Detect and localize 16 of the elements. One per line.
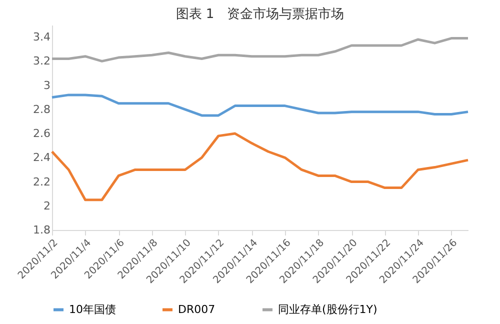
line-series [50, 37, 470, 62]
y-tick-label: 3.4 [33, 30, 50, 44]
legend-label: 同业存单(股份行1Y) [278, 302, 378, 316]
chart-title: 图表 1 资金市场与票据市场 [176, 7, 344, 22]
y-tick-label: 3.2 [33, 54, 50, 68]
y-tick-label: 2.2 [33, 175, 50, 188]
y-tick-label: 2 [44, 199, 50, 212]
line-series [50, 94, 470, 117]
line-series [50, 132, 470, 202]
legend-label: DR007 [178, 302, 216, 316]
y-tick-label: 2.8 [33, 102, 50, 116]
y-tick-label: 1.8 [33, 224, 50, 236]
y-tick-label: 3 [44, 78, 50, 92]
y-tick-label: 2.6 [33, 127, 50, 140]
legend-label: 10年国债 [69, 302, 116, 316]
y-tick-label: 2.4 [33, 151, 50, 164]
